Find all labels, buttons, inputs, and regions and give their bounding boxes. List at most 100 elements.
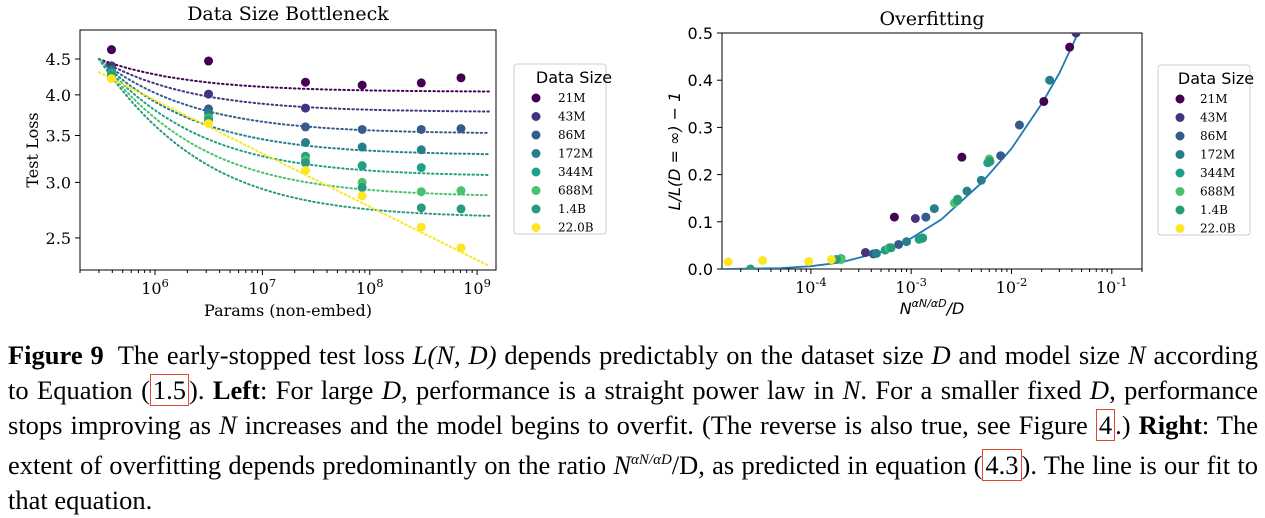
right-legend-label: 1.4B: [1200, 203, 1228, 217]
left-legend-label: 172M: [558, 147, 593, 161]
caption-text: The early-stopped test loss: [117, 340, 413, 370]
left-point-1.4B: [416, 203, 426, 213]
left-point-22.0B: [357, 191, 367, 201]
figure-9: Data Size Bottleneck Params (non-embed) Te…: [23, 3, 1254, 320]
caption-text: depends predictably on the dataset size: [496, 340, 932, 370]
left-legend-marker: [531, 112, 541, 121]
right-legend-marker: [1175, 205, 1185, 215]
left-legend-marker: [531, 130, 541, 140]
right-point-22.0B: [804, 256, 814, 266]
left-y-tick-label: 4.5: [46, 50, 71, 69]
right-point-86M: [894, 239, 904, 249]
right-legend-marker: [1175, 168, 1185, 178]
right-point-21M: [957, 152, 967, 162]
left-point-1.4B: [456, 204, 466, 214]
figure-ref-link[interactable]: 4: [1095, 409, 1116, 441]
right-point-1.4B: [745, 264, 755, 269]
left-chart-title: Data Size Bottleneck: [187, 3, 389, 25]
right-legend-label: 43M: [1200, 111, 1228, 125]
right-y-tick-label: 0.5: [688, 24, 713, 43]
right-x-axis-label: NαN/αD/D: [900, 297, 965, 318]
right-legend-label: 21M: [1200, 92, 1228, 106]
right-point-1.4B: [985, 156, 995, 166]
left-point-688M: [456, 186, 466, 196]
left-point-22.0B: [416, 222, 426, 232]
caption-text: , performance stops improving as: [8, 375, 1258, 440]
right-y-tick-label: 0.3: [688, 118, 713, 137]
caption-text: ). The line is our fit to that equation.: [8, 449, 1258, 515]
right-point-22.0B: [758, 256, 768, 266]
left-point-688M: [416, 187, 426, 197]
left-point-21M: [416, 78, 426, 88]
right-point-43M: [1071, 33, 1081, 38]
right-point-21M: [889, 212, 899, 222]
right-legend-label: 172M: [1200, 148, 1235, 162]
left-legend-label: 1.4B: [558, 202, 586, 216]
left-legend-label: 688M: [558, 184, 593, 198]
left-point-21M: [106, 45, 116, 55]
caption-bold-right: Right: [1138, 410, 1202, 440]
left-x-axis-label: Params (non-embed): [204, 301, 372, 320]
right-point-86M: [996, 151, 1006, 161]
caption-math: D: [381, 375, 401, 405]
caption-math: D: [931, 340, 951, 370]
left-fit-curve-43M: [97, 58, 491, 113]
right-point-21M: [1039, 96, 1049, 106]
right-point-172M: [976, 175, 986, 185]
equation-ref-link[interactable]: 4.3: [982, 448, 1022, 481]
left-x-tick-label: 109: [463, 276, 491, 298]
left-point-21M: [204, 56, 214, 66]
left-point-22.0B: [300, 165, 310, 175]
left-legend-title: Data Size: [536, 68, 612, 87]
left-legend-label: 21M: [558, 91, 586, 105]
left-x-tick-label: 106: [141, 276, 169, 298]
right-y-tick-label: 0.1: [688, 213, 713, 232]
caption-text: . For a smaller fixed: [860, 375, 1090, 405]
caption-text: : The extent of overfitting depends pred…: [8, 410, 1259, 480]
caption-text: ).: [189, 375, 213, 405]
right-chart-title: Overfitting: [879, 8, 984, 30]
left-point-86M: [300, 122, 310, 132]
left-point-21M: [300, 77, 310, 87]
equation-ref-link[interactable]: 1.5: [149, 374, 190, 406]
left-y-axis-label: Test Loss: [23, 112, 42, 187]
right-legend-title: Data Size: [1178, 69, 1254, 88]
caption-text: , performance is a straight power law in: [400, 375, 843, 405]
left-point-22.0B: [204, 119, 214, 129]
caption-math: D: [1089, 375, 1110, 405]
left-point-22.0B: [456, 243, 466, 253]
right-x-tick-label: 10-2: [996, 275, 1028, 297]
caption-math: N: [1127, 340, 1146, 370]
left-y-tick-label: 2.5: [46, 229, 71, 248]
right-x-tick-label: 10-3: [895, 275, 927, 297]
right-point-86M: [921, 212, 931, 222]
right-legend-marker: [1175, 187, 1185, 196]
left-point-172M: [357, 142, 367, 152]
right-point-22.0B: [723, 257, 733, 267]
figure-caption: Figure 9 The early-stopped test loss L(N,…: [8, 338, 1258, 518]
left-point-1.4B: [357, 183, 367, 193]
right-legend-marker: [1175, 224, 1185, 233]
left-legend-label: 344M: [558, 165, 593, 179]
caption-label: Figure 9: [8, 340, 104, 370]
left-fit-curve-21M: [97, 58, 491, 93]
caption-exponent: αN/αD: [631, 452, 672, 468]
right-point-1.4B: [918, 233, 928, 243]
right-point-172M: [871, 248, 881, 258]
left-legend-marker: [531, 149, 541, 158]
right-legend-label: 688M: [1200, 185, 1235, 199]
right-y-axis-label: L/L(D = ∞) − 1: [665, 92, 684, 211]
left-point-86M: [416, 124, 426, 134]
left-y-tick-label: 3.0: [46, 173, 71, 192]
left-legend-label: 22.0B: [558, 221, 594, 235]
left-point-86M: [456, 124, 466, 134]
left-point-43M: [300, 103, 310, 113]
left-point-172M: [416, 145, 426, 155]
left-legend-label: 86M: [558, 128, 586, 142]
caption-math: N: [219, 410, 237, 440]
right-fit-line: [722, 33, 1079, 269]
left-point-1.4B: [300, 158, 310, 168]
left-y-tick-label: 3.5: [46, 127, 71, 146]
right-legend-label: 86M: [1200, 129, 1228, 143]
caption-math: N: [613, 449, 632, 480]
